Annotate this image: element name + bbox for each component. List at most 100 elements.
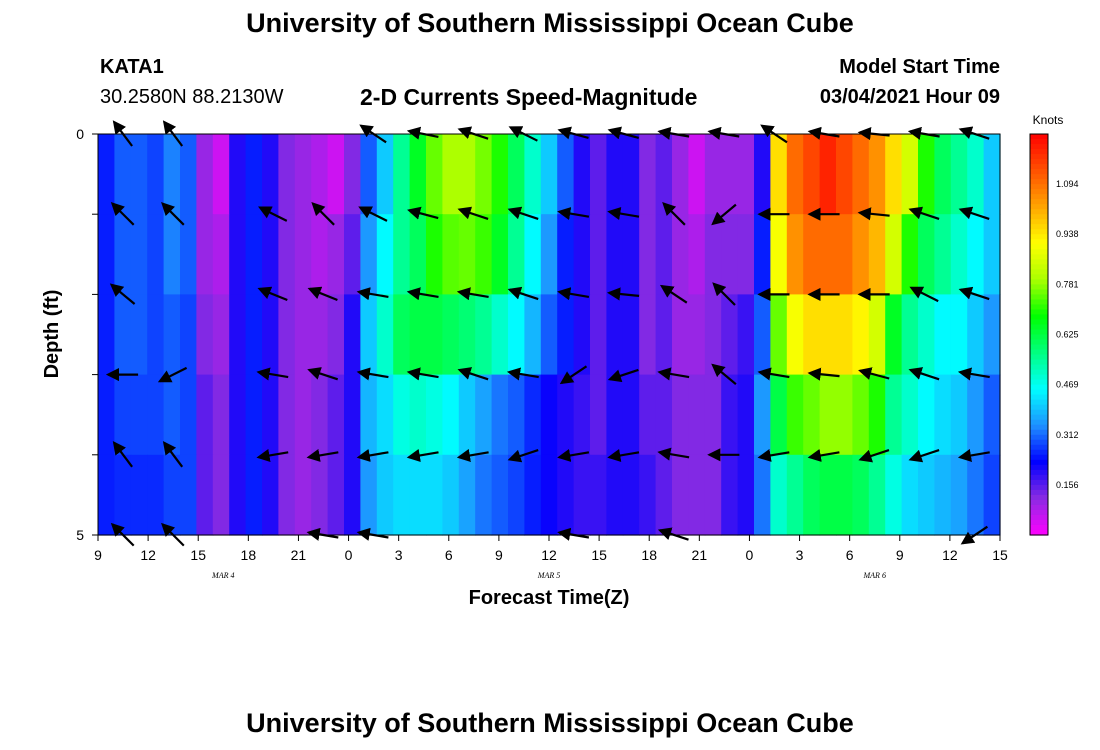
heatmap-cell <box>426 374 443 456</box>
x-tick-label: 21 <box>291 547 307 563</box>
heatmap-cell <box>475 294 493 376</box>
chart-title: 2-D Currents Speed-Magnitude <box>360 84 698 110</box>
colorbar-segment <box>1030 189 1048 195</box>
current-vector-arrow <box>109 283 136 305</box>
heatmap-cell <box>163 454 181 536</box>
colorbar-segment <box>1030 204 1048 210</box>
current-vector-arrow <box>507 206 539 220</box>
current-vector-arrow <box>358 206 388 222</box>
heatmap-cell <box>967 214 985 295</box>
heatmap-cell <box>262 454 279 536</box>
current-vector-arrow <box>858 367 890 380</box>
heatmap-cell <box>475 134 493 215</box>
colorbar-segment <box>1030 329 1048 336</box>
colorbar-segment <box>1030 214 1048 220</box>
colorbar-segment <box>1030 524 1048 531</box>
heatmap-cell <box>868 454 886 536</box>
heatmap-cell <box>950 374 968 456</box>
colorbar-segment <box>1030 459 1048 466</box>
current-vector-arrow <box>406 287 439 301</box>
heatmap-cell <box>212 374 230 456</box>
heatmap-cell <box>344 374 361 456</box>
heatmap-cell <box>458 454 476 536</box>
heatmap-cell <box>737 214 755 295</box>
colorbar-segment <box>1030 344 1048 351</box>
current-vector-arrow <box>456 287 489 301</box>
x-tick-label: 3 <box>395 547 403 563</box>
heatmap-cell <box>524 374 542 456</box>
heatmap-cell <box>491 134 509 215</box>
heatmap-cell <box>491 214 509 295</box>
colorbar-segment <box>1030 249 1048 255</box>
heatmap-cell <box>409 374 427 456</box>
heatmap-cell <box>491 454 509 536</box>
heatmap-cell <box>196 374 214 456</box>
colorbar-segment <box>1030 509 1048 516</box>
current-vector-arrow <box>957 448 990 462</box>
heatmap-cell <box>721 454 739 536</box>
heatmap-cell <box>540 214 558 295</box>
heatmap-cell <box>606 374 624 456</box>
heatmap-cell <box>229 454 247 536</box>
heatmap-cell <box>639 454 657 536</box>
heatmap-cell <box>721 294 739 376</box>
heatmap-cell <box>130 374 148 456</box>
heatmap-cell <box>278 454 296 536</box>
heatmap-cell <box>458 374 476 456</box>
heatmap-cell <box>688 294 706 376</box>
current-vector-arrow <box>858 449 890 463</box>
heatmap-cell <box>852 214 870 295</box>
current-vector-arrow <box>161 202 185 226</box>
colorbar-segment <box>1030 154 1048 160</box>
heatmap-cell <box>180 374 197 456</box>
heatmap-cell <box>868 374 886 456</box>
colorbar-segment <box>1030 479 1048 486</box>
heatmap-cell <box>901 214 919 295</box>
colorbar-segment <box>1030 139 1048 145</box>
heatmap-cell <box>130 214 148 295</box>
colorbar-segment <box>1030 264 1048 270</box>
colorbar-segment <box>1030 429 1048 436</box>
colorbar-segment <box>1030 474 1048 481</box>
heatmap-cell <box>704 294 722 376</box>
colorbar-segment <box>1030 244 1048 250</box>
heatmap-cell <box>376 374 394 456</box>
heatmap-cell <box>967 294 985 376</box>
heatmap-cell <box>622 294 640 376</box>
current-vector-arrow <box>256 448 289 462</box>
heatmap-cell <box>557 294 575 376</box>
heatmap-cell <box>508 454 525 536</box>
heatmap-cell <box>98 134 115 215</box>
current-vector-arrow <box>909 286 939 303</box>
colorbar-segment <box>1030 349 1048 356</box>
heatmap-cell <box>967 374 985 456</box>
heatmap-cell <box>950 294 968 376</box>
heatmap-cell <box>803 134 821 215</box>
heatmap-cell <box>212 294 230 376</box>
colorbar-tick-label: 0.781 <box>1056 279 1079 289</box>
heatmap-cell <box>245 134 263 215</box>
heatmap-cell <box>163 294 181 376</box>
heatmap-cell <box>508 214 525 295</box>
heatmap-cell <box>344 294 361 376</box>
colorbar-segment <box>1030 209 1048 215</box>
colorbar-segment <box>1030 309 1048 316</box>
colorbar-segment <box>1030 174 1048 180</box>
colorbar-segment <box>1030 484 1048 491</box>
current-vector-arrow <box>507 449 539 463</box>
y-tick-label: 0 <box>76 126 84 142</box>
current-vector-arrow <box>711 363 737 386</box>
current-vector-arrow <box>110 202 135 226</box>
heatmap-cell <box>934 214 952 295</box>
heatmap-cell <box>327 294 345 376</box>
current-vector-arrow <box>307 367 339 381</box>
heatmap-cell <box>130 294 148 376</box>
colorbar-segment <box>1030 444 1048 451</box>
heatmap-cell <box>573 454 591 536</box>
heatmap-cell <box>229 134 247 215</box>
heatmap-cell <box>557 454 575 536</box>
heatmap-cell <box>819 374 837 456</box>
heatmap-cell <box>721 134 739 215</box>
colorbar-segment <box>1030 489 1048 496</box>
